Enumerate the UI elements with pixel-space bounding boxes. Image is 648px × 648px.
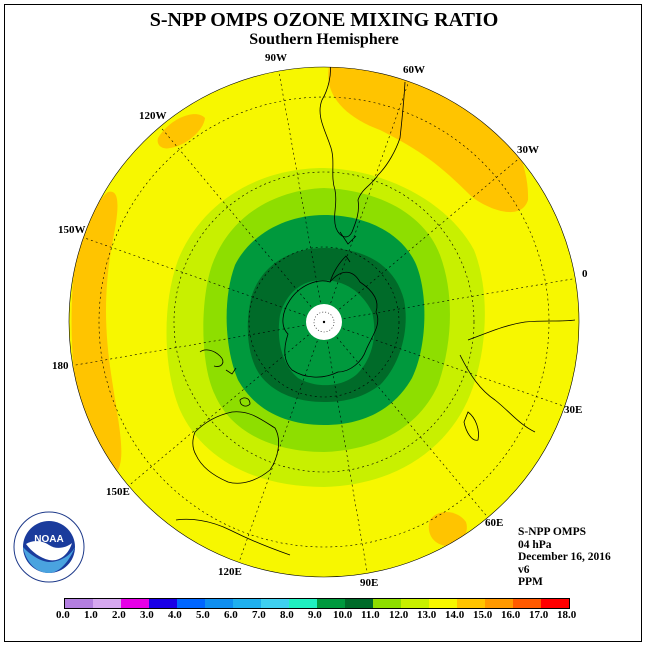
info-block: S-NPP OMPS 04 hPa December 16, 2016 v6 P… [518,526,611,589]
lon-label-120e: 120E [218,566,242,578]
coast-antarctica [282,271,379,378]
info-version: v6 [518,563,530,576]
coast-madagascar [463,411,479,441]
coast-tasmania [239,397,251,407]
coast-south-america [319,67,406,238]
colorbar-swatch [233,599,261,608]
colorbar-swatch [149,599,177,608]
colorbar-tick-label: 13.0 [417,609,437,621]
colorbar-tick-label: 4.0 [168,609,182,621]
map-outline [68,66,580,578]
colorbar-tick-label: 18.0 [557,609,577,621]
lon-label-60w: 60W [403,64,425,76]
colorbar-tick-label: 0.0 [56,609,70,621]
coastlines [175,67,576,556]
colorbar [64,598,570,609]
colorbar-swatch [457,599,485,608]
map-subtitle: Southern Hemisphere [249,31,399,48]
colorbar-swatch [93,599,121,608]
colorbar-swatch [317,599,345,608]
colorbar-swatch [345,599,373,608]
lon-label-90w: 90W [265,52,287,64]
info-pressure: 04 hPa [518,538,552,551]
colorbar-tick-label: 8.0 [280,609,294,621]
colorbar-tick-label: 10.0 [333,609,353,621]
colorbar-tick-label: 9.0 [308,609,322,621]
info-instrument: S-NPP OMPS [518,526,587,538]
colorbar-swatch [485,599,513,608]
colorbar-swatch [65,599,93,608]
colorbar-swatch [177,599,205,608]
coast-tierra-del-fuego [339,231,357,245]
colorbar-swatch [205,599,233,608]
ozone-patch-orange [157,114,205,149]
colorbar-tick-label: 6.0 [224,609,238,621]
colorbar-swatch [541,599,569,608]
colorbar-tick-label: 5.0 [196,609,210,621]
colorbar-swatch [513,599,541,608]
lon-label-150w: 150W [58,224,86,236]
noaa-logo: NOAA [13,511,85,583]
colorbar-swatch [261,599,289,608]
colorbar-tick-label: 3.0 [140,609,154,621]
colorbar-swatch [121,599,149,608]
colorbar-tick-label: 17.0 [529,609,549,621]
colorbar-tick-label: 2.0 [112,609,126,621]
coast-new-zealand [199,349,237,375]
colorbar-swatch [429,599,457,608]
lon-label-90e: 90E [360,577,379,589]
colorbar-tick-label: 16.0 [501,609,521,621]
lon-label-0: 0 [582,268,588,280]
colorbar-tick-label: 11.0 [361,609,380,621]
lon-label-120w: 120W [139,110,167,122]
lon-label-60e: 60E [485,517,504,529]
graticule [69,67,579,577]
ozone-patch-orange [71,191,122,470]
lon-label-30w: 30W [517,144,539,156]
coast-antarctic-peninsula [329,255,351,283]
info-units: PPM [518,576,543,588]
colorbar-tick-label: 7.0 [252,609,266,621]
map-title: S-NPP OMPS OZONE MIXING RATIO [149,9,499,31]
colorbar-tick-label: 12.0 [389,609,409,621]
coast-africa [459,319,576,433]
coast-australia [192,411,280,484]
coast-indonesia [175,518,291,556]
ozone-patch-orange [428,511,467,546]
colorbar-tick-label: 1.0 [84,609,98,621]
colorbar-tick-label: 15.0 [473,609,493,621]
lon-label-180: 180 [52,360,69,372]
info-date: December 16, 2016 [518,551,611,563]
lon-label-150e: 150E [106,486,130,498]
colorbar-swatch [289,599,317,608]
logo-text: NOAA [34,534,63,545]
colorbar-swatch [373,599,401,608]
colorbar-swatch [401,599,429,608]
colorbar-tick-label: 14.0 [445,609,465,621]
lon-label-30e: 30E [564,404,583,416]
figure-frame [4,4,642,642]
